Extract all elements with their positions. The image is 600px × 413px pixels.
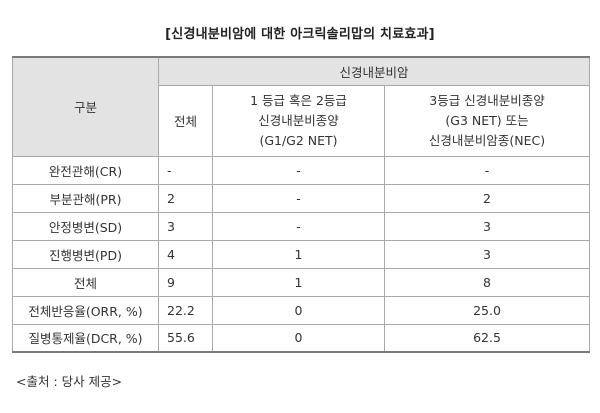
header-g3-line: 신경내분비암종(NEC) [428, 132, 546, 148]
cell-g3: 8 [383, 267, 591, 297]
cell-g1g2: 1 [212, 239, 385, 269]
table-row: 완전관해(CR) - - - [12, 155, 591, 185]
cell-total: 4 [158, 239, 213, 269]
table-row: 진행병변(PD) 4 1 3 [12, 239, 591, 269]
header-total: 전체 [158, 84, 213, 157]
header-g3-line: (G3 NET) 또는 [445, 112, 529, 128]
cell-total: 22.2 [158, 295, 213, 325]
cell-total: 9 [158, 267, 213, 297]
cell-g3: 25.0 [383, 295, 591, 325]
header-main: 신경내분비암 [157, 56, 591, 86]
table-row: 질병통제율(DCR, %) 55.6 0 62.5 [12, 323, 591, 353]
row-label: 전체 [12, 267, 159, 297]
row-label: 완전관해(CR) [12, 155, 159, 185]
header-g1g2: 1 등급 혹은 2등급 신경내분비종양 (G1/G2 NET) [212, 84, 385, 157]
header-row-2: 전체 1 등급 혹은 2등급 신경내분비종양 (G1/G2 NET) 3등급 신… [13, 84, 591, 157]
row-label: 부분관해(PR) [12, 183, 159, 213]
cell-g1g2: - [212, 211, 385, 241]
cell-g1g2: - [212, 155, 385, 185]
header-row-1: 구분 신경내분비암 [12, 56, 591, 157]
cell-g1g2: 0 [212, 295, 385, 325]
row-label: 안정병변(SD) [12, 211, 159, 241]
table-row: 전체반응율(ORR, %) 22.2 0 25.0 [12, 295, 591, 325]
header-g3: 3등급 신경내분비종양 (G3 NET) 또는 신경내분비암종(NEC) [383, 84, 591, 157]
cell-g3: 62.5 [383, 323, 591, 353]
cell-g3: 3 [383, 239, 591, 269]
cell-total: 55.6 [158, 323, 213, 353]
efficacy-table: 구분 신경내분비암 전체 1 등급 혹은 2등급 신경내분비종양 (G1/G2 … [12, 56, 591, 353]
header-g1g2-line: 1 등급 혹은 2등급 [250, 92, 347, 108]
cell-g3: - [383, 155, 591, 185]
header-g1g2-line: 신경내분비종양 [258, 112, 339, 128]
cell-total: - [158, 155, 213, 185]
source-note: <출처 : 당사 제공> [16, 374, 123, 389]
row-label: 전체반응율(ORR, %) [12, 295, 159, 325]
header-g3-line: 3등급 신경내분비종양 [429, 92, 545, 108]
table-title: [신경내분비암에 대한 아크릭솔리맙의 치료효과] [165, 27, 435, 42]
cell-g1g2: 1 [212, 267, 385, 297]
table-row: 안정병변(SD) 3 - 3 [12, 211, 591, 241]
cell-g1g2: 0 [212, 323, 385, 353]
row-label: 진행병변(PD) [12, 239, 159, 269]
cell-g3: 2 [383, 183, 591, 213]
cell-total: 2 [158, 183, 213, 213]
header-g1g2-line: (G1/G2 NET) [259, 132, 338, 148]
row-label: 질병통제율(DCR, %) [12, 323, 159, 353]
cell-g3: 3 [383, 211, 591, 241]
cell-total: 3 [158, 211, 213, 241]
table-row: 전체 9 1 8 [12, 267, 591, 297]
header-group: 구분 [12, 56, 159, 157]
table-row: 부분관해(PR) 2 - 2 [12, 183, 591, 213]
cell-g1g2: - [212, 183, 385, 213]
